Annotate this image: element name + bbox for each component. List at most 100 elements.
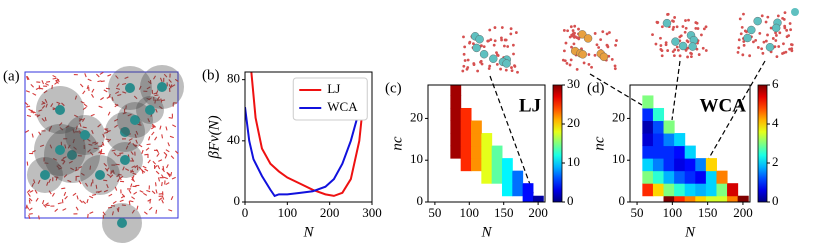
water xyxy=(52,74,57,78)
cell xyxy=(674,158,686,172)
water xyxy=(166,164,169,169)
water xyxy=(571,29,575,32)
panel: 0 10 20 30 LJ 50 100 150 200 0 10 20 Nnc (c) xyxy=(385,76,580,240)
ion xyxy=(67,150,77,160)
water xyxy=(573,31,576,35)
water xyxy=(50,103,54,108)
x-tick-label: 100 xyxy=(460,205,480,220)
water xyxy=(41,105,46,109)
water xyxy=(587,62,591,66)
water xyxy=(90,182,93,187)
water xyxy=(116,83,120,88)
water xyxy=(155,209,158,214)
water xyxy=(155,189,158,194)
water xyxy=(89,165,92,170)
water xyxy=(111,211,114,216)
cell xyxy=(481,170,493,184)
water xyxy=(26,189,31,194)
water xyxy=(119,199,124,203)
water xyxy=(495,51,498,55)
water xyxy=(509,32,513,36)
water xyxy=(147,198,152,202)
water xyxy=(134,133,137,138)
water xyxy=(89,195,94,199)
water xyxy=(88,143,93,146)
water xyxy=(96,73,100,78)
cell xyxy=(450,85,462,96)
water xyxy=(90,93,95,98)
cell xyxy=(532,195,544,202)
water xyxy=(147,118,150,123)
water xyxy=(28,199,31,204)
water xyxy=(696,27,700,30)
water xyxy=(129,200,134,203)
water xyxy=(61,102,65,107)
water xyxy=(99,71,104,75)
cell xyxy=(663,183,675,197)
cell xyxy=(450,133,462,147)
cell xyxy=(663,145,675,159)
cell xyxy=(491,145,503,159)
ion xyxy=(80,130,90,140)
panel-label: (b) xyxy=(202,67,220,83)
water xyxy=(158,159,163,162)
water xyxy=(601,30,605,34)
water xyxy=(25,204,28,209)
water xyxy=(575,68,579,71)
water xyxy=(493,26,497,29)
water xyxy=(147,80,152,85)
cell xyxy=(674,145,686,159)
water xyxy=(26,105,31,108)
water xyxy=(128,189,132,194)
water xyxy=(587,53,591,56)
water xyxy=(676,48,680,52)
water xyxy=(771,37,775,40)
water xyxy=(38,109,43,112)
water xyxy=(472,62,476,65)
water xyxy=(773,45,777,49)
cell xyxy=(705,158,717,172)
water xyxy=(70,167,75,171)
water xyxy=(482,45,486,49)
water xyxy=(752,40,755,44)
water xyxy=(156,96,160,101)
water xyxy=(55,176,58,181)
water xyxy=(26,114,32,117)
water xyxy=(133,191,138,195)
ion xyxy=(771,23,781,33)
x-tick-label: 200 xyxy=(320,205,340,220)
water xyxy=(57,202,62,205)
water xyxy=(32,92,37,96)
water xyxy=(169,135,174,139)
water xyxy=(117,178,121,183)
cell xyxy=(674,183,686,197)
water xyxy=(151,125,156,128)
colorbar-tick-label: 4 xyxy=(772,115,779,130)
water xyxy=(774,39,778,42)
water xyxy=(573,24,577,28)
water xyxy=(148,206,153,211)
water xyxy=(785,28,789,32)
cell xyxy=(663,170,675,184)
ion xyxy=(753,16,762,26)
water xyxy=(115,87,121,90)
ion xyxy=(599,52,609,62)
panel-label: (c) xyxy=(385,80,402,96)
water xyxy=(63,191,67,196)
water xyxy=(114,124,118,128)
water xyxy=(745,30,748,34)
water xyxy=(107,206,113,209)
x-tick-label: 150 xyxy=(494,205,514,220)
line xyxy=(250,72,367,197)
water xyxy=(90,113,95,117)
cell xyxy=(663,195,675,202)
water xyxy=(153,92,158,95)
water xyxy=(500,36,503,40)
water xyxy=(155,149,160,154)
water xyxy=(687,18,690,22)
water xyxy=(107,111,111,116)
water xyxy=(492,43,496,47)
ion xyxy=(747,25,756,35)
water xyxy=(84,182,89,187)
